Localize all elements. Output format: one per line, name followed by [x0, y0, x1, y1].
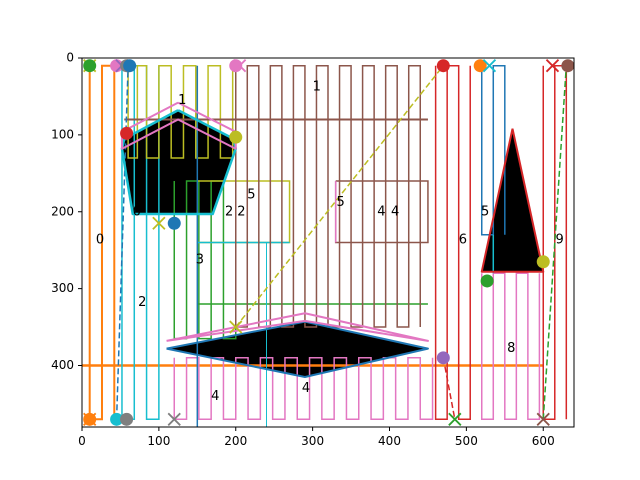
annotation-label: 0: [96, 233, 104, 248]
annotation-label: 3: [196, 253, 204, 268]
annotation-label: 2: [237, 204, 245, 219]
annotation-label: 4: [302, 381, 310, 396]
marker-x-15: [232, 59, 247, 73]
series-line-3: [127, 64, 234, 159]
x-tick-label: 300: [301, 434, 324, 448]
annotation-label: 4: [391, 204, 399, 219]
annotation-label: 1: [313, 80, 321, 95]
marker-circle-14: [229, 59, 243, 73]
marker-circle-21: [473, 59, 487, 73]
x-tick-label: 200: [224, 434, 247, 448]
annotation-label: 0: [133, 204, 141, 219]
annotation-label: 5: [336, 195, 344, 210]
x-tick-label: 600: [532, 434, 555, 448]
annotation-label: 6: [459, 233, 467, 248]
marker-circle-18: [436, 59, 450, 73]
marker-circle-12: [167, 216, 181, 230]
series-line-15: [481, 272, 541, 421]
shape-outline-2: [480, 128, 545, 273]
marker-x-3: [83, 412, 97, 426]
data-markers: [83, 59, 574, 426]
marker-circle-16: [229, 130, 243, 144]
marker-circle-1: [83, 59, 97, 73]
filled-triangle-1: [481, 128, 544, 272]
marker-circle-19: [436, 351, 450, 365]
series-line-14: [481, 64, 506, 236]
shape-outline-4: [166, 312, 429, 342]
annotation-label: 4: [211, 389, 219, 404]
annotation-label: 2: [138, 295, 146, 310]
marker-x-17: [229, 320, 243, 334]
marker-circle-27: [561, 59, 574, 73]
marker-x-25: [536, 412, 550, 426]
marker-circle-7: [123, 59, 137, 73]
annotation-label: 9: [556, 233, 564, 248]
y-tick-label: 400: [51, 358, 74, 372]
annotation-label: 2: [225, 204, 233, 219]
marker-x-22: [482, 59, 497, 73]
y-tick-label: 300: [51, 281, 74, 295]
marker-circle-9: [120, 412, 134, 426]
series-line-21: [542, 65, 568, 420]
marker-circle-23: [480, 274, 494, 288]
marker-circle-10: [120, 126, 134, 140]
x-tick-label: 100: [147, 434, 170, 448]
annotation-label: 8: [507, 341, 515, 356]
filled-pentagon-0: [121, 110, 236, 215]
annotation-label: 4: [377, 204, 385, 219]
series-line-0: [88, 64, 116, 421]
series-line-23: [442, 357, 456, 420]
plot-frame: [81, 57, 575, 428]
marker-x-20: [448, 412, 462, 426]
y-tick-label: 200: [51, 204, 74, 218]
marker-circle-24: [536, 255, 550, 269]
series-line-13: [434, 64, 471, 421]
annotation-label: 5: [247, 187, 255, 202]
annotation-label: 5: [481, 204, 489, 219]
marker-x-11: [152, 216, 166, 230]
marker-x-13: [167, 412, 181, 426]
shape-outline-3: [166, 320, 429, 379]
series-line-16: [542, 64, 568, 421]
series-lines: [82, 64, 568, 427]
marker-x-26: [545, 59, 560, 73]
series-line-22: [115, 65, 129, 420]
series-line-20: [235, 65, 444, 328]
x-tick-label: 400: [378, 434, 401, 448]
y-tick-label: 0: [66, 51, 74, 65]
x-tick-label: 500: [455, 434, 478, 448]
y-tick-label: 100: [51, 127, 74, 141]
annotation-label: 1: [178, 93, 186, 108]
x-tick-label: 0: [78, 434, 86, 448]
marker-circle-8: [110, 412, 124, 426]
